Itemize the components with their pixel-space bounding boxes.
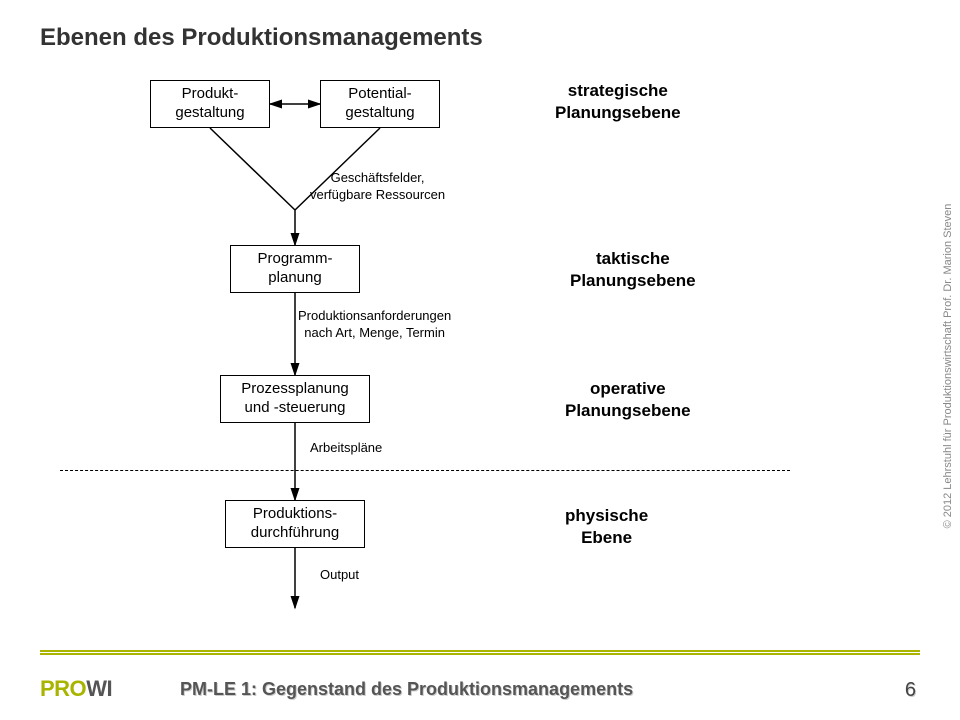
diagram-edges bbox=[0, 70, 960, 630]
edge-label-output: Output bbox=[320, 567, 359, 584]
box-programmplanung: Programm-planung bbox=[230, 245, 360, 293]
edge-label-geschaeftsfelder: Geschäftsfelder,verfügbare Ressourcen bbox=[310, 170, 445, 204]
edge-label-produktionsanforderungen: Produktionsanforderungennach Art, Menge,… bbox=[298, 308, 451, 342]
level-label-operativ: operativePlanungsebene bbox=[565, 378, 691, 422]
copyright-side: © 2012 Lehrstuhl für Produktionswirtscha… bbox=[942, 204, 954, 529]
logo-part-2: WI bbox=[86, 676, 112, 701]
level-label-physisch: physischeEbene bbox=[565, 505, 648, 549]
box-prozessplanung: Prozessplanungund -steuerung bbox=[220, 375, 370, 423]
box-produktgestaltung: Produkt-gestaltung bbox=[150, 80, 270, 128]
slide-title: Ebenen des Produktionsmanagements bbox=[40, 24, 483, 52]
footer: PROWI PM-LE 1: Gegenstand des Produktion… bbox=[0, 650, 960, 720]
level-label-strategisch: strategischePlanungsebene bbox=[555, 80, 681, 124]
level-label-taktisch: taktischePlanungsebene bbox=[570, 248, 696, 292]
footer-title: PM-LE 1: Gegenstand des Produktionsmanag… bbox=[180, 679, 633, 700]
edge-label-arbeitsplaene: Arbeitspläne bbox=[310, 440, 382, 457]
diagram-area: Produkt-gestaltung Potential-gestaltung … bbox=[0, 70, 960, 630]
logo: PROWI bbox=[40, 676, 112, 702]
page-number: 6 bbox=[905, 679, 916, 702]
logo-part-1: PRO bbox=[40, 676, 86, 701]
footer-bar bbox=[40, 650, 920, 654]
dashed-divider bbox=[60, 470, 790, 471]
box-potentialgestaltung: Potential-gestaltung bbox=[320, 80, 440, 128]
box-produktionsdurchfuehrung: Produktions-durchführung bbox=[225, 500, 365, 548]
